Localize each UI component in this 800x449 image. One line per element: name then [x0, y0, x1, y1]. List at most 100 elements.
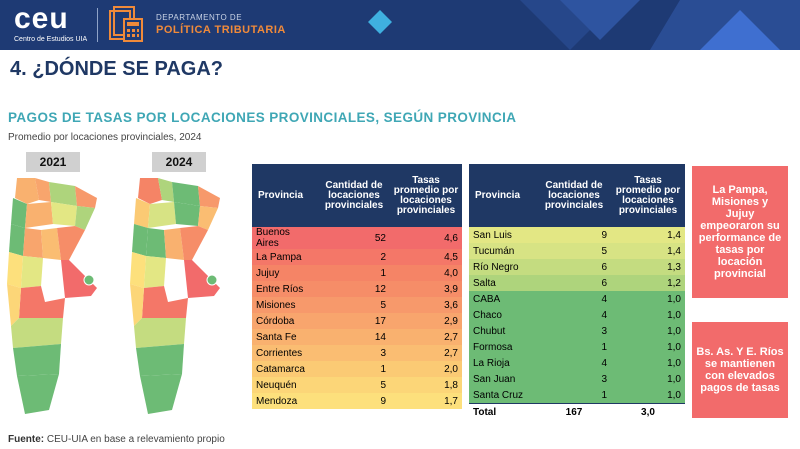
table-row: Neuquén 5 1,8	[252, 377, 462, 393]
average-fee: 1,4	[667, 229, 681, 241]
table-row: Jujuy 1 4,0	[252, 265, 462, 281]
year-label-2021: 2021	[26, 152, 80, 172]
province-name: Salta	[473, 277, 496, 289]
column-header-provincia: Provincia	[252, 164, 318, 227]
table-row: Misiones 5 3,6	[252, 297, 462, 313]
province-name: Chaco	[473, 309, 502, 321]
province-name: La Pampa	[256, 251, 302, 263]
location-count: 9	[601, 229, 607, 241]
location-count: 1	[601, 389, 607, 401]
location-count: 2	[380, 251, 386, 263]
table-row: Entre Ríos 12 3,9	[252, 281, 462, 297]
location-count: 4	[601, 293, 607, 305]
location-count: 1	[601, 341, 607, 353]
average-fee: 1,0	[667, 373, 681, 385]
table-row: Buenos Aires 52 4,6	[252, 227, 462, 249]
location-count: 52	[374, 232, 386, 244]
province-name: Formosa	[473, 341, 513, 353]
table-row: Santa Fe 14 2,7	[252, 329, 462, 345]
average-fee: 4,0	[444, 267, 458, 279]
province-name: Chubut	[473, 325, 506, 337]
column-header-tasas: Tasas promedio por locaciones provincial…	[390, 164, 462, 227]
department-label: DEPARTAMENTO DE	[156, 13, 243, 22]
total-tasas: 3,0	[611, 403, 685, 420]
location-count: 5	[380, 379, 386, 391]
table-row: Tucumán 5 1,4	[469, 243, 685, 259]
provinces-table-left: Provincia Cantidad de locaciones provinc…	[252, 164, 462, 409]
column-header-cantidad: Cantidad de locaciones provinciales	[318, 164, 390, 227]
argentina-map-2021	[7, 178, 97, 414]
table-row: Chubut 3 1,0	[469, 323, 685, 339]
page-title: 4. ¿DÓNDE SE PAGA?	[10, 58, 223, 80]
year-label-2024: 2024	[152, 152, 206, 172]
province-name: Santa Fe	[256, 331, 297, 343]
location-count: 3	[601, 373, 607, 385]
province-name: Jujuy	[256, 267, 280, 279]
province-name: Santa Cruz	[473, 389, 524, 401]
total-cantidad: 167	[537, 403, 611, 420]
location-count: 5	[601, 245, 607, 257]
average-fee: 1,4	[667, 245, 681, 257]
average-fee: 4,5	[444, 251, 458, 263]
table-row: Río Negro 6 1,3	[469, 259, 685, 275]
table-row: Mendoza 9 1,7	[252, 393, 462, 409]
average-fee: 1,0	[667, 341, 681, 353]
average-fee: 2,9	[444, 315, 458, 327]
location-count: 4	[601, 309, 607, 321]
average-fee: 1,0	[667, 293, 681, 305]
location-count: 3	[601, 325, 607, 337]
location-count: 3	[380, 347, 386, 359]
total-row: Total 167 3,0	[469, 403, 685, 420]
location-count: 5	[380, 299, 386, 311]
average-fee: 2,0	[444, 363, 458, 375]
average-fee: 1,8	[444, 379, 458, 391]
calculator-document-icon	[109, 6, 143, 42]
logo-subtitle: Centro de Estudios UIA	[14, 36, 88, 43]
average-fee: 1,7	[444, 395, 458, 407]
province-name: Buenos Aires	[256, 227, 290, 249]
header-bar: ceu Centro de Estudios UIA DEPARTAMENTO …	[0, 0, 800, 50]
table-row: Chaco 4 1,0	[469, 307, 685, 323]
source-label: Fuente:	[8, 434, 45, 445]
table-row: Salta 6 1,2	[469, 275, 685, 291]
table-row: Córdoba 17 2,9	[252, 313, 462, 329]
table-row: Corrientes 3 2,7	[252, 345, 462, 361]
average-fee: 2,7	[444, 331, 458, 343]
location-count: 9	[380, 395, 386, 407]
location-count: 1	[380, 363, 386, 375]
province-name: Río Negro	[473, 261, 519, 273]
location-count: 14	[374, 331, 386, 343]
province-name: San Juan	[473, 373, 516, 385]
location-count: 17	[374, 315, 386, 327]
average-fee: 1,0	[667, 357, 681, 369]
province-name: San Luis	[473, 229, 512, 241]
table-row: La Rioja 4 1,0	[469, 355, 685, 371]
average-fee: 3,6	[444, 299, 458, 311]
logo: ceu	[14, 2, 69, 35]
province-name: Córdoba	[256, 315, 295, 327]
source-note: Fuente: CEU-UIA en base a relevamiento p…	[8, 434, 225, 445]
provinces-table-right: Provincia Cantidad de locaciones provinc…	[469, 164, 685, 420]
province-name: CABA	[473, 293, 501, 305]
header-divider	[97, 8, 98, 42]
callout-high-payments: Bs. As. Y E. Ríos se mantienen con eleva…	[692, 322, 788, 418]
province-name: Mendoza	[256, 395, 298, 407]
average-fee: 4,6	[444, 232, 458, 244]
average-fee: 1,0	[667, 325, 681, 337]
column-header-provincia: Provincia	[469, 164, 537, 227]
province-name: Tucumán	[473, 245, 515, 257]
total-label: Total	[469, 403, 537, 420]
chart-note: Promedio por locaciones provinciales, 20…	[8, 132, 202, 143]
argentina-map-2024	[130, 178, 220, 414]
table-row: Formosa 1 1,0	[469, 339, 685, 355]
average-fee: 1,0	[667, 389, 681, 401]
province-name: Entre Ríos	[256, 283, 304, 295]
callout-worsened: La Pampa, Misiones y Jujuy empeoraron su…	[692, 166, 788, 298]
province-name: Corrientes	[256, 347, 303, 359]
location-count: 4	[601, 357, 607, 369]
column-header-tasas: Tasas promedio por locaciones provincial…	[611, 164, 685, 227]
average-fee: 3,9	[444, 283, 458, 295]
location-count: 1	[380, 267, 386, 279]
province-name: La Rioja	[473, 357, 510, 369]
table-row: La Pampa 2 4,5	[252, 249, 462, 265]
